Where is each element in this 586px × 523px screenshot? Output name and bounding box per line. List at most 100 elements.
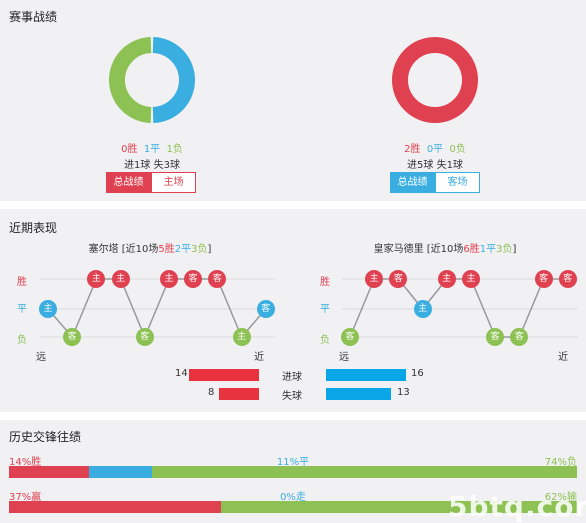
history-row2-right: 62%输 [544, 492, 577, 503]
conceded-left-value: 8 [208, 387, 215, 398]
right-conceded: 失1球 [436, 160, 463, 171]
right-team-name: 皇家马德里 [373, 244, 424, 255]
history-panel: 历史交锋往绩 14%胜 11%平 74%负 37%赢 0%走 62%输 5btq… [0, 420, 586, 523]
left-win: 0胜 [121, 144, 138, 155]
right-team-summary: 皇家马德里 [近10场6胜1平3负] [350, 240, 540, 255]
right-wdl-line: 2胜 0平 0负 [375, 140, 495, 155]
separator [0, 201, 586, 209]
right-form-point[interactable]: 客 [389, 270, 408, 288]
right-loss: 0负 [449, 144, 466, 155]
left-conceded: 失3球 [153, 160, 180, 171]
goals-label: 进球 [282, 372, 302, 383]
record-panel: 赛事战绩 0胜 1平 1负 进1球 失3球 总战绩 主场 2胜 0平 0负 进5… [0, 0, 586, 201]
right-form-point[interactable]: 客 [558, 270, 577, 288]
right-summary-loss: 3负 [496, 244, 513, 255]
right-win: 2胜 [404, 144, 421, 155]
recent-panel: 近期表现 塞尔塔 [近10场5胜2平3负] 皇家马德里 [近10场6胜1平3负]… [0, 209, 586, 412]
history-row2-left: 37%赢 [9, 492, 42, 503]
separator [0, 412, 586, 420]
right-form-line [349, 278, 568, 338]
donut-right-slice-win [392, 37, 478, 123]
left-loss: 1负 [166, 144, 183, 155]
left-form-point[interactable]: 主 [111, 270, 130, 288]
right-form-lines [342, 278, 578, 338]
left-draw: 1平 [143, 144, 161, 155]
left-form-point[interactable]: 客 [184, 270, 203, 288]
left-row-win: 胜 [17, 277, 27, 288]
right-form-point[interactable]: 主 [413, 300, 432, 318]
left-summary-suffix: ] [207, 244, 212, 255]
left-row-loss: 负 [17, 335, 27, 346]
right-total-button[interactable]: 总战绩 [390, 172, 435, 193]
history-row2-bar [9, 501, 577, 513]
history-row1-mid: 11%平 [276, 457, 310, 468]
right-row-draw: 平 [320, 304, 330, 315]
left-goals: 进1球 [124, 160, 151, 171]
right-form-point[interactable]: 客 [341, 328, 359, 346]
right-summary-draw: 1平 [479, 244, 497, 255]
goals-left-bar [189, 369, 259, 381]
left-goals-line: 进1球 失3球 [92, 156, 212, 171]
right-form-point[interactable]: 主 [437, 270, 456, 288]
section-title-recent: 近期表现 [9, 221, 58, 235]
history-row1-bar [9, 466, 577, 478]
left-summary-loss: 3负 [191, 244, 208, 255]
goals-right-value: 16 [411, 368, 424, 379]
history-row1-seg-draw [89, 466, 153, 478]
right-summary-win: 6胜 [463, 244, 480, 255]
left-summary-prefix: [近10场 [118, 244, 159, 255]
right-summary-suffix: ] [512, 244, 517, 255]
conceded-label: 失球 [282, 391, 302, 402]
right-draw: 0平 [426, 144, 444, 155]
left-form-point[interactable]: 主 [160, 270, 178, 288]
left-team-name: 塞尔塔 [88, 244, 119, 255]
watermark: 5btq.com [448, 490, 586, 523]
left-form-point[interactable]: 主 [87, 270, 106, 288]
section-title-record: 赛事战绩 [9, 10, 58, 24]
right-near-label: 近 [558, 352, 568, 363]
left-summary-draw: 2平 [174, 244, 192, 255]
conceded-right-value: 13 [397, 387, 410, 398]
right-form-point[interactable]: 客 [510, 328, 529, 346]
right-form-point[interactable]: 主 [462, 270, 480, 288]
left-team-summary: 塞尔塔 [近10场5胜2平3负] [60, 240, 240, 255]
right-row-loss: 负 [320, 335, 330, 346]
history-row1-left: 14%胜 [9, 457, 42, 468]
history-row1-right: 74%负 [544, 457, 577, 468]
right-goals: 进5球 [407, 160, 434, 171]
left-wdl-line: 0胜 1平 1负 [92, 140, 212, 155]
left-home-button[interactable]: 主场 [151, 172, 196, 193]
left-form-point[interactable]: 主 [232, 328, 251, 346]
left-total-button[interactable]: 总战绩 [106, 172, 151, 193]
history-row2-seg-win [9, 501, 222, 513]
left-far-label: 远 [36, 352, 46, 363]
donut-left-slice-draw [152, 37, 195, 123]
left-form-chart: 主客主主客主客客主客 [0, 209, 293, 369]
donut-right [392, 37, 478, 123]
right-form-point[interactable]: 客 [534, 270, 553, 288]
right-summary-prefix: [近10场 [423, 244, 464, 255]
right-form-chart: 客主客主主主客客客客 [293, 209, 586, 369]
left-row-draw: 平 [17, 304, 27, 315]
right-form-point[interactable]: 主 [365, 270, 384, 288]
conceded-left-bar [219, 388, 259, 400]
left-summary-win: 5胜 [158, 244, 175, 255]
section-title-history: 历史交锋往绩 [9, 430, 82, 444]
history-row1-seg-loss [152, 466, 577, 478]
left-form-point[interactable]: 客 [208, 270, 227, 288]
right-form-point[interactable]: 客 [486, 328, 505, 346]
left-form-line [47, 278, 267, 339]
goals-right-bar [326, 369, 406, 381]
left-near-label: 近 [254, 352, 264, 363]
donut-left [109, 37, 195, 123]
left-form-point[interactable]: 客 [135, 328, 154, 346]
goals-left-value: 14 [175, 368, 188, 379]
history-row2-seg-loss [221, 501, 577, 513]
left-form-point[interactable]: 客 [256, 300, 275, 318]
right-away-button[interactable]: 客场 [435, 172, 480, 193]
donut-left-slice-loss [109, 37, 152, 123]
right-row-win: 胜 [320, 277, 330, 288]
left-form-point[interactable]: 客 [63, 328, 82, 346]
right-far-label: 远 [339, 352, 349, 363]
left-form-point[interactable]: 主 [39, 300, 57, 318]
